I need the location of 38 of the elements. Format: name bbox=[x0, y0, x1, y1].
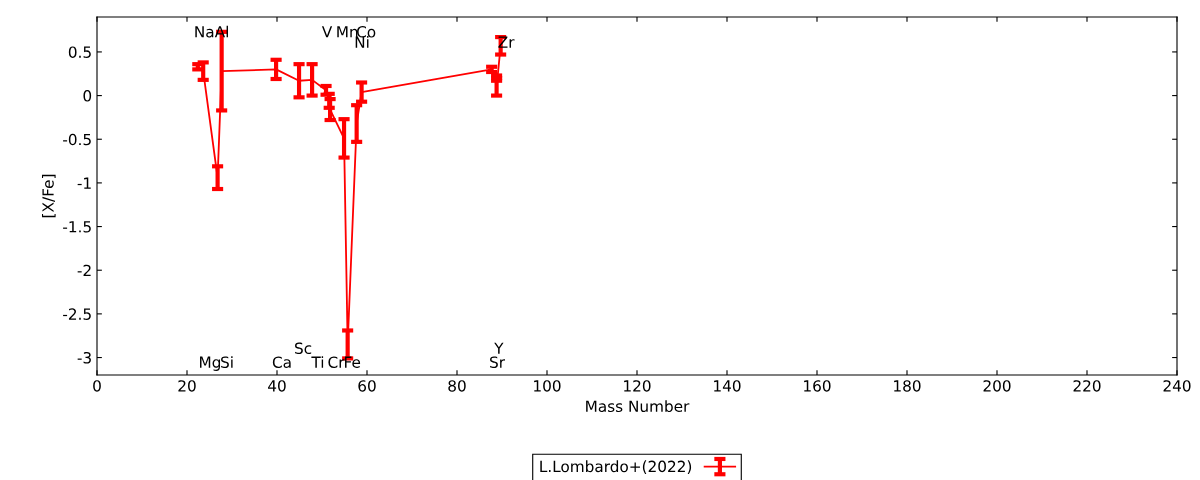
x-tick-label: 220 bbox=[1073, 380, 1101, 392]
x-tick-label: 20 bbox=[178, 380, 196, 392]
x-tick-label: 60 bbox=[358, 380, 376, 392]
annotation: Fe bbox=[345, 356, 361, 368]
y-tick-label: -3 bbox=[77, 352, 91, 364]
annotation: Co bbox=[356, 25, 376, 38]
annotation: Sr bbox=[490, 356, 506, 368]
x-tick-label: 200 bbox=[983, 380, 1011, 392]
annotation: Sc bbox=[295, 342, 312, 355]
annotation: Mn bbox=[337, 26, 358, 38]
x-axis-title: Mass Number bbox=[586, 400, 690, 413]
x-tick-label: 100 bbox=[534, 380, 561, 392]
annotation: V bbox=[321, 26, 333, 38]
x-tick-label: 40 bbox=[268, 380, 286, 392]
y-tick-label: -2 bbox=[77, 264, 91, 277]
y-axis-title: [X/Fe] bbox=[41, 174, 56, 218]
annotation: Cr bbox=[328, 356, 345, 368]
x-tick-label: 0 bbox=[93, 380, 101, 392]
y-tick-label: -1 bbox=[77, 177, 91, 189]
annotation: Ca bbox=[272, 356, 291, 368]
y-tick-label: 0.5 bbox=[68, 46, 91, 58]
x-tick-label: 160 bbox=[804, 380, 831, 392]
annotation: Na bbox=[195, 26, 214, 38]
x-tick-label: 140 bbox=[714, 380, 741, 392]
y-tick-label: -2.5 bbox=[63, 308, 91, 320]
y-tick-label: -1.5 bbox=[63, 221, 91, 233]
annotation: Ti bbox=[311, 356, 324, 368]
legend-label: L.Lombardo+(2022) bbox=[540, 460, 692, 474]
x-tick-label: 180 bbox=[894, 380, 921, 392]
annotation: Mg bbox=[200, 356, 221, 371]
annotation: Ni bbox=[355, 36, 369, 48]
y-tick-label: 0 bbox=[83, 90, 92, 102]
x-tick-label: 240 bbox=[1163, 380, 1191, 392]
annotation: Si bbox=[221, 356, 233, 368]
annotation: Y bbox=[494, 342, 504, 354]
x-tick-label: 80 bbox=[448, 380, 466, 392]
x-tick-label: 120 bbox=[624, 380, 651, 392]
y-tick-label: -0.5 bbox=[63, 133, 91, 146]
